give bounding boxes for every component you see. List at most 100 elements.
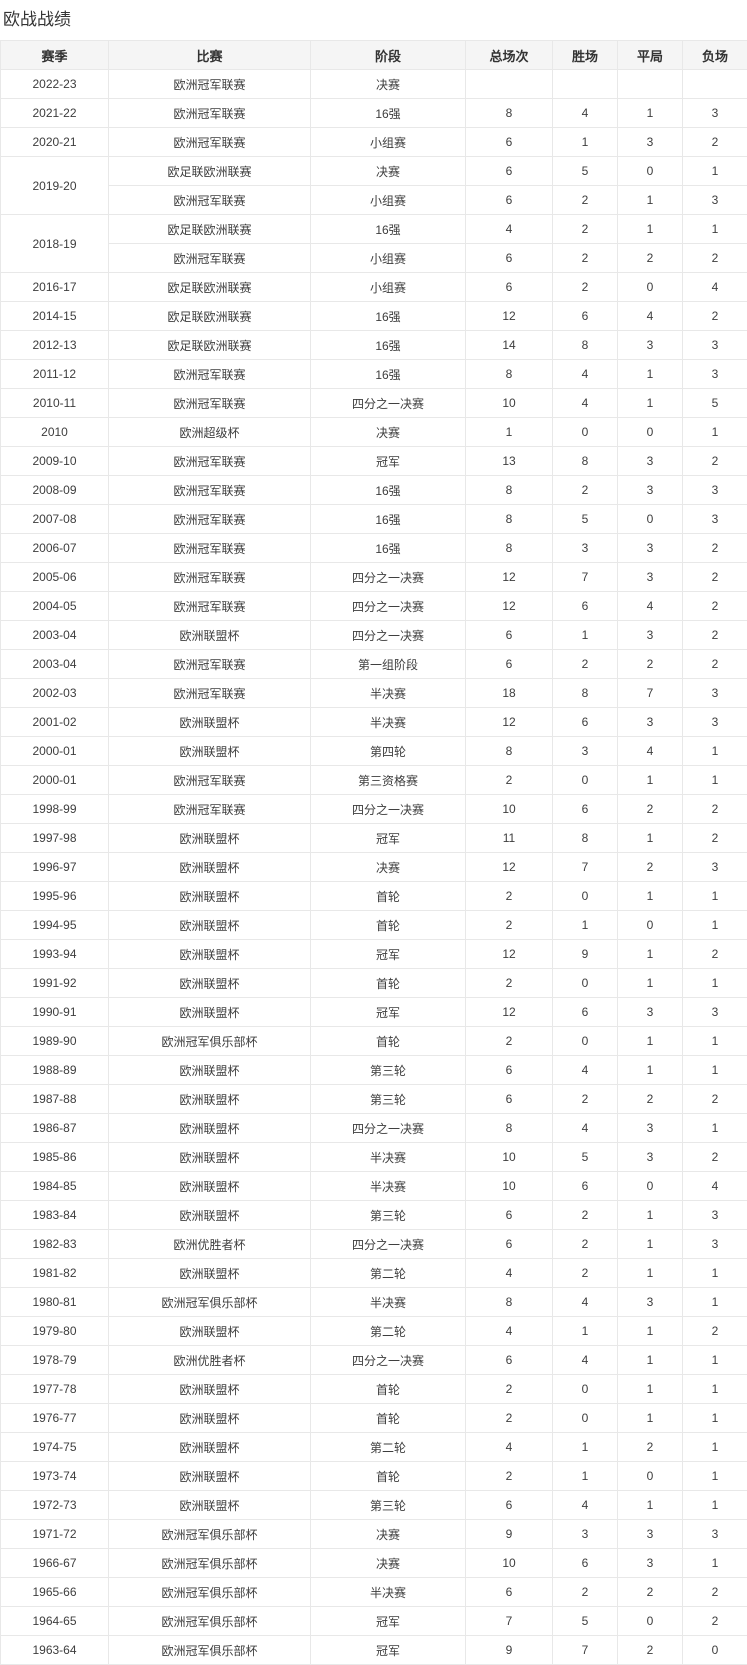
season-cell: 1990-91 (1, 998, 109, 1027)
losses-cell: 3 (683, 476, 747, 505)
wins-cell: 1 (553, 1462, 618, 1491)
draws-cell: 1 (618, 1317, 683, 1346)
total-cell: 6 (466, 1491, 553, 1520)
wins-cell: 6 (553, 708, 618, 737)
column-header-draws: 平局 (618, 41, 683, 70)
competition-cell: 欧足联欧洲联赛 (109, 302, 311, 331)
competition-cell: 欧洲冠军联赛 (109, 679, 311, 708)
draws-cell: 2 (618, 795, 683, 824)
wins-cell: 5 (553, 505, 618, 534)
losses-cell: 2 (683, 1578, 747, 1607)
competition-cell: 欧洲冠军联赛 (109, 70, 311, 99)
competition-cell: 欧洲冠军联赛 (109, 99, 311, 128)
total-cell: 4 (466, 215, 553, 244)
total-cell: 10 (466, 1143, 553, 1172)
season-cell: 2016-17 (1, 273, 109, 302)
losses-cell: 1 (683, 1462, 747, 1491)
season-cell: 1988-89 (1, 1056, 109, 1085)
wins-cell: 3 (553, 534, 618, 563)
draws-cell: 4 (618, 592, 683, 621)
competition-cell: 欧洲冠军联赛 (109, 360, 311, 389)
wins-cell: 6 (553, 592, 618, 621)
losses-cell (683, 70, 747, 99)
season-cell: 2010-11 (1, 389, 109, 418)
wins-cell: 2 (553, 244, 618, 273)
draws-cell: 2 (618, 1578, 683, 1607)
competition-cell: 欧洲联盟杯 (109, 1085, 311, 1114)
wins-cell: 6 (553, 795, 618, 824)
total-cell: 18 (466, 679, 553, 708)
season-cell: 1980-81 (1, 1288, 109, 1317)
losses-cell: 3 (683, 1520, 747, 1549)
wins-cell: 2 (553, 1578, 618, 1607)
stage-cell: 16强 (311, 476, 466, 505)
season-cell: 1973-74 (1, 1462, 109, 1491)
total-cell: 13 (466, 447, 553, 476)
losses-cell: 2 (683, 563, 747, 592)
stage-cell: 16强 (311, 215, 466, 244)
wins-cell: 4 (553, 1346, 618, 1375)
losses-cell: 1 (683, 1549, 747, 1578)
competition-cell: 欧洲冠军俱乐部杯 (109, 1520, 311, 1549)
losses-cell: 1 (683, 157, 747, 186)
wins-cell: 2 (553, 650, 618, 679)
losses-cell: 1 (683, 969, 747, 998)
wins-cell: 4 (553, 99, 618, 128)
draws-cell: 1 (618, 1027, 683, 1056)
competition-cell: 欧洲联盟杯 (109, 1056, 311, 1085)
total-cell: 4 (466, 1433, 553, 1462)
draws-cell: 4 (618, 302, 683, 331)
page-title: 欧战战绩 (0, 0, 747, 40)
wins-cell: 9 (553, 940, 618, 969)
draws-cell: 3 (618, 447, 683, 476)
losses-cell: 2 (683, 795, 747, 824)
wins-cell: 2 (553, 476, 618, 505)
wins-cell: 0 (553, 766, 618, 795)
stage-cell: 16强 (311, 99, 466, 128)
total-cell: 12 (466, 853, 553, 882)
competition-cell: 欧洲冠军俱乐部杯 (109, 1578, 311, 1607)
column-header-stage: 阶段 (311, 41, 466, 70)
stage-cell: 四分之一决赛 (311, 621, 466, 650)
competition-cell: 欧洲冠军联赛 (109, 534, 311, 563)
wins-cell: 3 (553, 737, 618, 766)
column-header-losses: 负场 (683, 41, 747, 70)
wins-cell: 1 (553, 1433, 618, 1462)
total-cell: 6 (466, 621, 553, 650)
losses-cell: 1 (683, 737, 747, 766)
total-cell: 6 (466, 157, 553, 186)
stage-cell: 16强 (311, 505, 466, 534)
wins-cell: 7 (553, 563, 618, 592)
stage-cell: 半决赛 (311, 679, 466, 708)
losses-cell: 2 (683, 302, 747, 331)
draws-cell: 1 (618, 940, 683, 969)
stage-cell: 决赛 (311, 70, 466, 99)
total-cell: 12 (466, 563, 553, 592)
competition-cell: 欧洲联盟杯 (109, 1462, 311, 1491)
stage-cell: 冠军 (311, 1636, 466, 1665)
total-cell: 10 (466, 1549, 553, 1578)
losses-cell: 2 (683, 621, 747, 650)
wins-cell: 8 (553, 447, 618, 476)
wins-cell: 2 (553, 1201, 618, 1230)
competition-cell: 欧洲联盟杯 (109, 1143, 311, 1172)
stage-cell: 第三轮 (311, 1491, 466, 1520)
total-cell: 2 (466, 1375, 553, 1404)
